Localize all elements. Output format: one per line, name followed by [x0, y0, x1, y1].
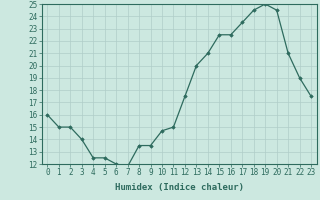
- X-axis label: Humidex (Indice chaleur): Humidex (Indice chaleur): [115, 183, 244, 192]
